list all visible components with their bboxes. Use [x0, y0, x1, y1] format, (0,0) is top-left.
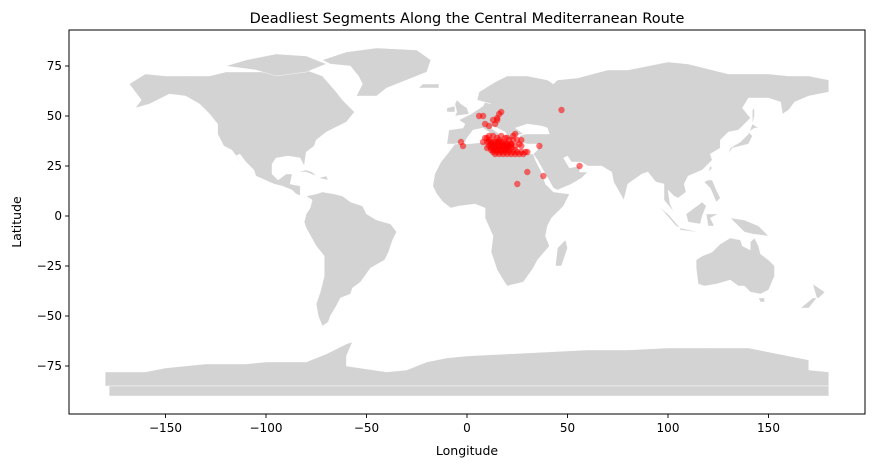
land-shape [703, 179, 721, 203]
land-shape [105, 341, 829, 387]
chart-title: Deadliest Segments Along the Central Med… [250, 11, 685, 27]
land-shape [454, 99, 470, 117]
y-tick-label: 50 [47, 109, 62, 123]
land-shape [685, 201, 707, 225]
x-tick-label: 150 [757, 421, 780, 435]
data-point [540, 172, 547, 180]
land-shape [303, 191, 397, 327]
y-tick-label: 0 [54, 209, 62, 223]
land-shape [298, 169, 317, 177]
land-shape [129, 69, 355, 201]
land-shape [752, 107, 755, 125]
data-point [475, 112, 483, 120]
data-point [524, 168, 531, 176]
y-tick-label: 25 [47, 159, 62, 173]
y-tick-label: −75 [37, 359, 62, 373]
land-shape [321, 47, 432, 97]
x-axis-label: Longitude [436, 443, 498, 458]
land-shape [679, 227, 699, 233]
data-point [485, 122, 493, 130]
y-axis-ticks: 75 50 25 0 −25 −50 −75 [37, 59, 69, 373]
land-shape [708, 165, 713, 173]
data-point [510, 132, 517, 140]
land-shape [657, 205, 681, 229]
land-shape [318, 175, 329, 181]
land-shape [446, 61, 829, 213]
world-basemap [105, 47, 829, 397]
data-point [520, 150, 527, 158]
data-point [558, 106, 565, 114]
x-tick-label: −100 [250, 421, 283, 435]
data-point [494, 114, 501, 122]
y-tick-label: −25 [37, 259, 62, 273]
land-shape [225, 53, 327, 77]
data-point [576, 162, 583, 170]
land-shape [418, 83, 440, 89]
x-tick-label: 100 [657, 421, 680, 435]
data-point [518, 142, 525, 150]
x-tick-label: −150 [149, 421, 182, 435]
land-shape [728, 123, 760, 155]
x-tick-label: 50 [560, 421, 575, 435]
x-tick-label: 0 [463, 421, 471, 435]
land-shape [555, 239, 568, 267]
y-tick-label: 75 [47, 59, 62, 73]
data-point [512, 142, 519, 150]
land-shape [758, 297, 765, 303]
x-axis-ticks: −150 −100 −50 0 50 100 150 [149, 414, 780, 435]
data-point [514, 180, 521, 188]
y-axis-label: Latitude [9, 196, 24, 248]
data-point [536, 142, 543, 150]
data-point [498, 108, 505, 116]
land-shape [705, 213, 719, 227]
land-shape [800, 283, 826, 309]
land-shape [729, 217, 770, 237]
plot-area [105, 47, 829, 397]
land-shape [696, 237, 775, 295]
land-shape [446, 105, 456, 113]
data-point [459, 142, 467, 150]
y-tick-label: −50 [37, 309, 62, 323]
x-tick-label: −50 [354, 421, 379, 435]
data-points [457, 106, 583, 188]
land-shape [109, 385, 829, 397]
